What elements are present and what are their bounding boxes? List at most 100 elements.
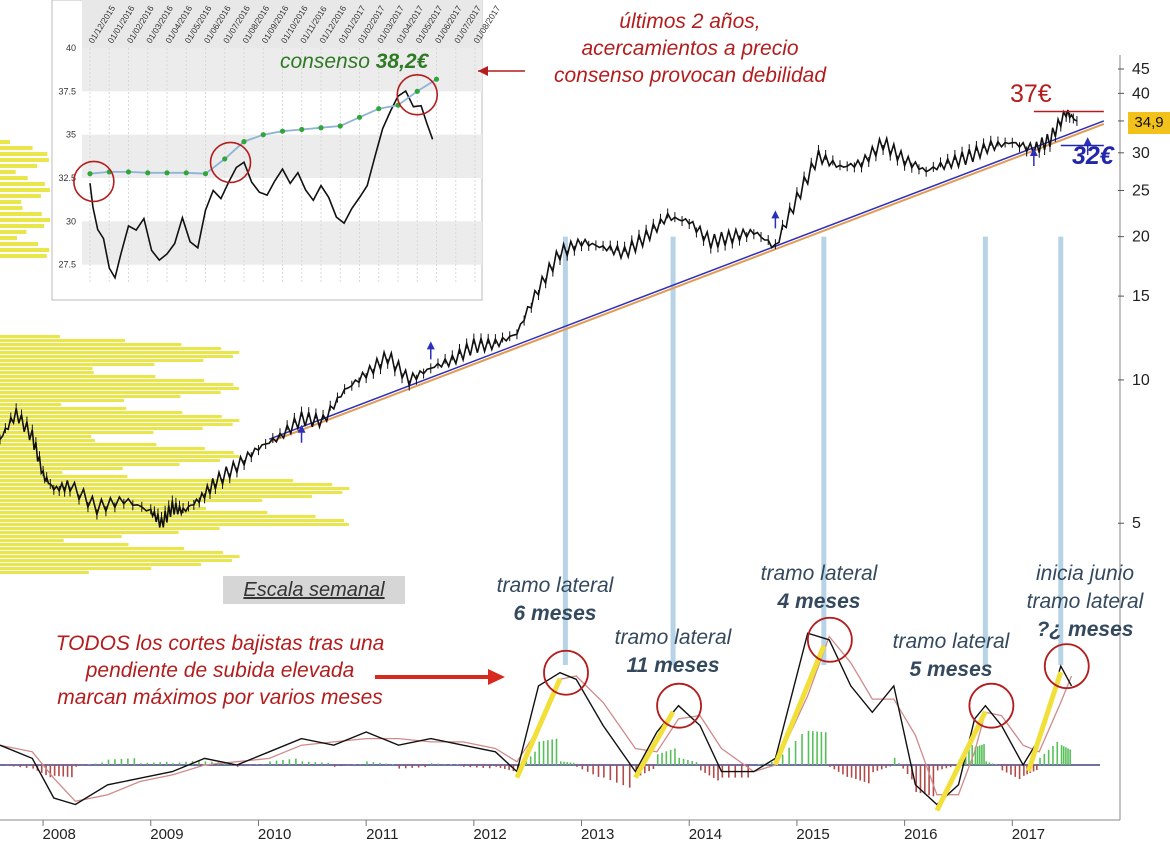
inset-y-tick-label: 27.5 — [58, 260, 76, 270]
osc-histogram-bar — [991, 763, 994, 765]
impulse-leg — [773, 644, 827, 766]
volume-profile-bar — [0, 218, 50, 222]
inset-consensus-point — [299, 126, 305, 133]
osc-histogram-bar — [932, 765, 935, 797]
volume-profile-bar — [0, 447, 205, 450]
osc-histogram-bar — [1056, 741, 1059, 765]
callouts — [375, 66, 525, 685]
volume-profile-bar — [0, 355, 234, 358]
volume-profile-bar — [0, 567, 152, 570]
last-price-tag: 34,9 — [1128, 112, 1170, 134]
osc-histogram-bar — [133, 758, 136, 765]
inset-y-tick-label: 32.5 — [58, 173, 76, 183]
osc-histogram-bar — [398, 765, 401, 769]
osc-histogram-bar — [411, 765, 413, 768]
osc-histogram-bar — [812, 731, 814, 765]
osc-histogram-bar — [820, 731, 823, 765]
osc-histogram-bar — [674, 748, 676, 765]
volume-profile-bar — [0, 399, 124, 402]
osc-histogram-bar — [863, 765, 866, 782]
osc-histogram-bar — [53, 765, 56, 776]
bearish-note-line3: marcan máximos por varios meses — [57, 686, 383, 709]
lateral-note-4: tramo lateral 5 meses — [876, 628, 1026, 684]
lateral-note-1: tramo lateral 6 meses — [480, 572, 630, 628]
osc-histogram-bar — [949, 765, 952, 768]
osc-histogram-bar — [771, 762, 773, 765]
osc-histogram-bar — [911, 765, 913, 780]
volume-profile-bar — [0, 419, 240, 422]
y-tick-label: 25 — [1132, 183, 1150, 200]
osc-histogram-bar — [846, 765, 849, 777]
osc-histogram-bar — [275, 760, 278, 765]
osc-histogram-bar — [586, 765, 589, 772]
osc-histogram-bar — [443, 763, 446, 765]
volume-profile-bar — [0, 511, 268, 514]
osc-histogram-bar — [781, 754, 784, 765]
lateral-note-5: inicia junio tramo lateral ?¿ meses — [1010, 560, 1160, 644]
volume-profile-bar — [0, 395, 181, 398]
x-tick-label: 2012 — [473, 826, 506, 843]
trend-touch-arrow — [1083, 137, 1092, 156]
consensus-label: consenso 38,2€ — [280, 50, 428, 74]
volume-profile-bar — [0, 415, 222, 418]
volume-profile-bar — [0, 351, 240, 354]
volume-profile-bar — [0, 379, 205, 382]
inset-consensus-point — [125, 169, 132, 175]
volume-profile-bar — [0, 170, 16, 174]
inset-consensus-point — [433, 76, 440, 82]
inset-consensus-point — [241, 139, 247, 145]
osc-histogram-bar — [32, 765, 34, 769]
trend-touch-arrow — [297, 424, 306, 443]
osc-histogram-bar — [1069, 749, 1071, 765]
consensus-callout-arrow — [478, 66, 525, 76]
volume-profile-bar — [0, 495, 312, 498]
volume-profile-bar — [0, 343, 182, 346]
osc-histogram-bar — [551, 739, 553, 765]
inset-consensus-point — [279, 128, 286, 134]
osc-histogram-bar — [450, 764, 452, 765]
price-37-label: 37€ — [1010, 80, 1052, 108]
osc-histogram-bar — [893, 757, 896, 765]
volume-profile-bar — [0, 359, 204, 362]
osc-histogram-bar — [880, 765, 883, 770]
osc-histogram-bar — [120, 758, 123, 765]
x-tick-label: 2010 — [258, 826, 291, 843]
lateral-note-2-line2: 11 meses — [626, 654, 720, 677]
volume-profile-bar — [0, 431, 154, 434]
volume-profile-bar — [0, 383, 234, 386]
osc-histogram-bar — [906, 765, 909, 774]
x-tick-label: 2008 — [43, 826, 76, 843]
lateral-note-3-line1: tramo lateral — [760, 562, 878, 585]
lateral-note-2: tramo lateral 11 meses — [598, 624, 748, 680]
volume-profile-bar — [0, 443, 157, 446]
osc-histogram-bar — [529, 756, 532, 765]
volume-profile-bar — [0, 451, 234, 454]
osc-histogram-bar — [185, 761, 187, 765]
osc-histogram-bar — [243, 765, 245, 767]
osc-histogram-bar — [1005, 765, 1008, 773]
osc-histogram-bar — [482, 765, 485, 768]
y-tick-label: 20 — [1132, 229, 1150, 246]
osc-histogram-bar — [340, 765, 342, 767]
osc-histogram-bar — [708, 765, 711, 776]
osc-histogram-bar — [262, 763, 265, 765]
osc-histogram-bar — [597, 765, 600, 777]
osc-histogram-bar — [648, 765, 650, 772]
volume-profile-bar — [0, 182, 45, 186]
osc-histogram-bar — [1001, 765, 1004, 771]
lateral-phase-markers — [562, 236, 1064, 665]
y-tick-label: 10 — [1132, 372, 1150, 389]
volume-profile-bar — [0, 507, 207, 510]
volume-profile-bar — [0, 335, 60, 338]
y-tick-label: 30 — [1132, 145, 1150, 162]
volume-profile-bar — [0, 339, 126, 342]
osc-histogram-bar — [981, 744, 983, 765]
volume-profile-bar — [0, 188, 50, 192]
volume-profile — [0, 140, 350, 574]
inset-touch-circle — [396, 74, 439, 116]
osc-histogram-bar — [1052, 745, 1054, 765]
osc-histogram-bar — [563, 761, 565, 765]
inset-consensus-point — [318, 125, 324, 131]
osc-histogram-bar — [569, 762, 572, 765]
y-axis: 51015202530354045 — [1118, 55, 1150, 820]
